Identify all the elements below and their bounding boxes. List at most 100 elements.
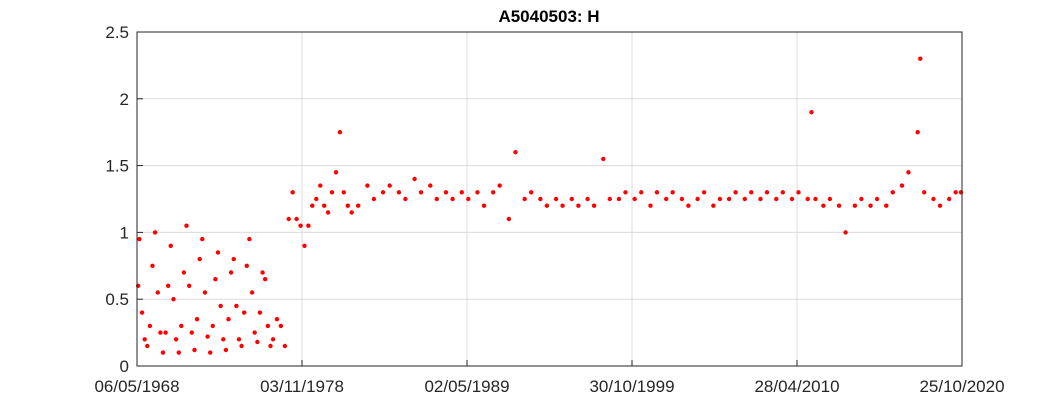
data-point <box>639 190 644 195</box>
data-point <box>821 203 826 208</box>
data-point <box>813 196 818 202</box>
data-point <box>529 190 534 195</box>
data-point <box>576 203 581 208</box>
data-point <box>664 196 669 202</box>
data-point <box>899 183 905 188</box>
data-point <box>387 183 392 188</box>
data-point <box>184 223 189 228</box>
data-point <box>228 270 234 275</box>
y-tick-label: 2 <box>120 90 129 109</box>
data-point <box>922 190 927 195</box>
data-point <box>349 210 354 215</box>
data-point <box>450 196 455 202</box>
data-point <box>868 203 873 208</box>
data-point <box>380 190 386 195</box>
data-point <box>268 343 273 349</box>
data-point <box>234 303 239 309</box>
data-point <box>434 196 439 202</box>
data-point <box>329 190 335 195</box>
data-point <box>137 236 142 242</box>
data-point <box>874 196 880 202</box>
data-point <box>260 270 265 275</box>
data-point <box>827 196 833 202</box>
data-point <box>466 196 471 202</box>
data-point <box>918 56 923 61</box>
data-point <box>176 350 181 355</box>
data-point <box>314 196 319 202</box>
data-point <box>632 196 637 202</box>
data-point <box>194 317 200 322</box>
data-point <box>263 277 268 282</box>
data-point <box>403 196 408 202</box>
grid-lines <box>136 31 963 367</box>
data-point <box>906 170 911 175</box>
data-point <box>286 216 291 222</box>
data-point <box>179 323 184 329</box>
data-point <box>257 310 263 315</box>
data-point <box>160 350 166 355</box>
data-point <box>310 203 315 208</box>
data-point <box>679 196 685 202</box>
data-point <box>242 310 247 315</box>
data-point <box>166 283 171 288</box>
data-point <box>252 330 257 335</box>
data-point <box>244 263 249 268</box>
data-point <box>809 110 814 115</box>
data-point <box>325 210 331 215</box>
data-point <box>173 337 179 342</box>
data-point <box>337 130 343 135</box>
data-point <box>223 347 229 353</box>
data-point <box>197 256 202 262</box>
data-point <box>202 290 208 295</box>
data-point <box>218 303 223 309</box>
data-point <box>616 196 622 202</box>
data-point <box>255 339 260 345</box>
data-point <box>522 196 527 202</box>
data-point <box>322 203 327 208</box>
data-point <box>356 203 361 208</box>
data-point <box>937 203 943 208</box>
chart-title: A5040503: H <box>498 7 599 26</box>
data-point <box>168 243 173 248</box>
data-point <box>145 343 150 349</box>
x-tick-label: 30/10/1999 <box>589 377 674 396</box>
data-point <box>282 343 288 349</box>
x-tick-label: 02/05/1989 <box>424 377 509 396</box>
data-point <box>226 317 231 322</box>
data-point <box>695 196 700 202</box>
data-point <box>236 337 242 342</box>
data-point <box>843 230 848 235</box>
data-point <box>836 203 842 208</box>
plot-area-border <box>136 31 963 367</box>
data-point <box>247 236 252 242</box>
y-tick-label: 1.5 <box>105 157 129 176</box>
y-tick-label: 0.5 <box>105 290 129 309</box>
data-point <box>648 203 653 208</box>
data-point <box>560 203 565 208</box>
data-point <box>302 243 307 248</box>
data-point <box>205 334 210 339</box>
axis-ticks: 06/05/1968 03/11/1978 02/05/1989 30/10/1999… <box>94 23 1004 396</box>
data-point <box>623 190 628 195</box>
data-point <box>210 323 215 329</box>
data-point <box>726 196 732 202</box>
data-point <box>200 236 205 242</box>
data-point <box>171 297 176 302</box>
data-point <box>481 203 487 208</box>
data-point <box>443 190 449 195</box>
data-point <box>181 270 187 275</box>
x-tick-label: 06/05/1968 <box>94 377 179 396</box>
data-point <box>213 277 218 282</box>
data-point <box>513 150 518 155</box>
data-point <box>412 176 417 182</box>
data-point <box>711 203 716 208</box>
data-point <box>497 183 502 188</box>
data-point <box>278 323 284 329</box>
data-point <box>958 190 964 195</box>
data-point <box>491 190 496 195</box>
data-point <box>764 190 770 195</box>
data-point <box>742 196 747 202</box>
data-point <box>654 190 660 195</box>
data-point <box>544 203 550 208</box>
data-point <box>749 190 754 195</box>
